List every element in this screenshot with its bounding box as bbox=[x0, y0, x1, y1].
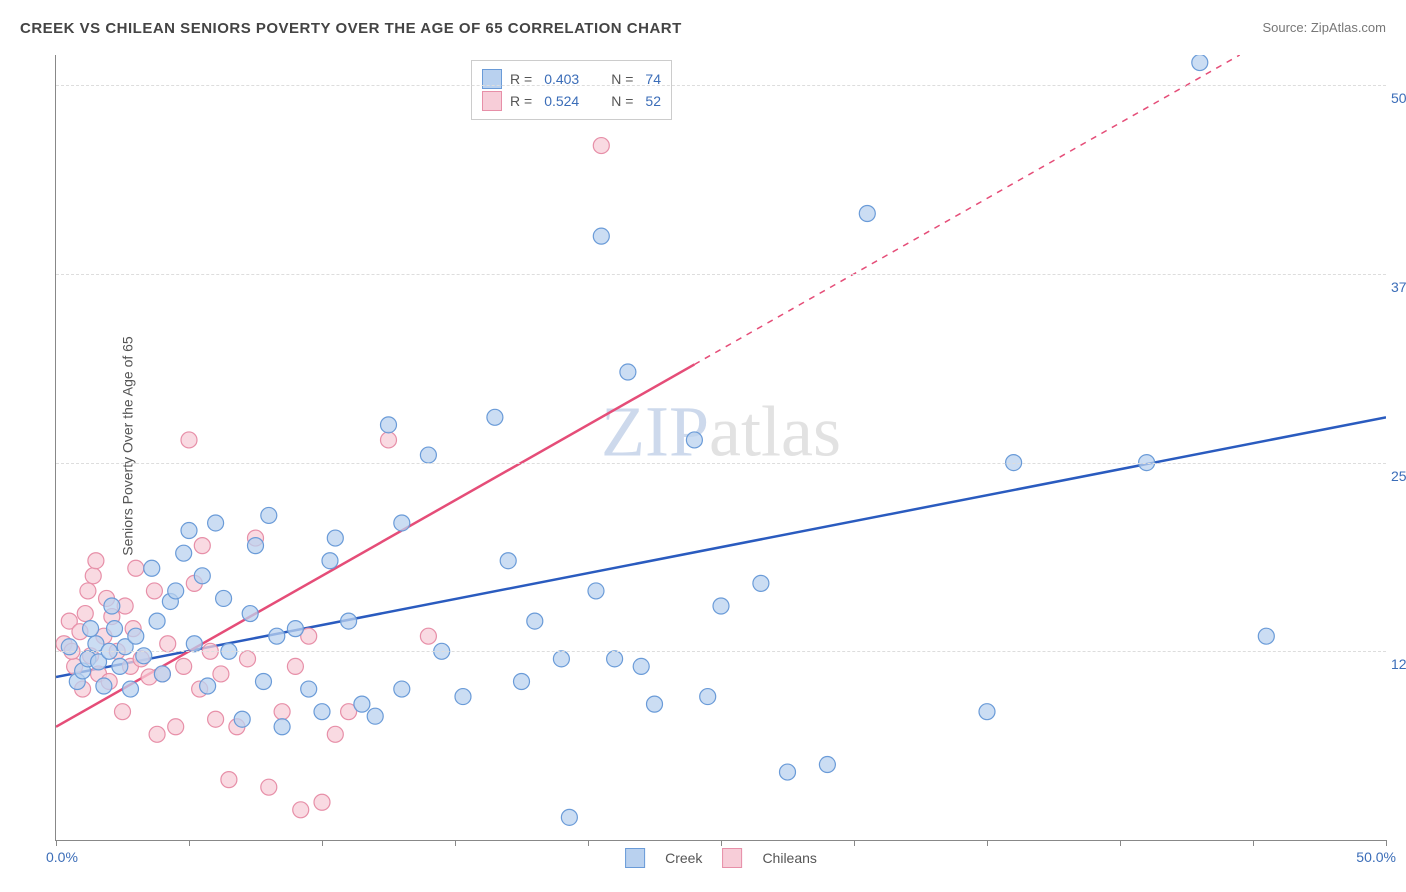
x-tick bbox=[588, 840, 589, 846]
x-tick bbox=[987, 840, 988, 846]
y-tick-label: 37.5% bbox=[1391, 279, 1406, 295]
legend-row: R = 0.524 N = 52 bbox=[482, 91, 661, 111]
source-name: ZipAtlas.com bbox=[1311, 20, 1386, 35]
chileans-legend-label: Chileans bbox=[762, 850, 816, 866]
creek-legend-label: Creek bbox=[665, 850, 702, 866]
source-attribution: Source: ZipAtlas.com bbox=[1262, 20, 1386, 35]
y-tick-label: 50.0% bbox=[1391, 90, 1406, 106]
gridline bbox=[56, 274, 1386, 275]
x-tick bbox=[189, 840, 190, 846]
legend-n-label: N = bbox=[611, 93, 633, 109]
chileans-swatch bbox=[722, 848, 742, 868]
x-tick bbox=[1253, 840, 1254, 846]
x-tick bbox=[721, 840, 722, 846]
chart-title: CREEK VS CHILEAN SENIORS POVERTY OVER TH… bbox=[20, 20, 682, 37]
x-max-label: 50.0% bbox=[1356, 849, 1396, 865]
gridline bbox=[56, 85, 1386, 86]
source-label: Source: bbox=[1262, 20, 1310, 35]
series-legend: Creek Chileans bbox=[625, 848, 817, 868]
watermark: ZIPatlas bbox=[601, 390, 841, 473]
y-tick-label: 25.0% bbox=[1391, 467, 1406, 483]
legend-n-value: 52 bbox=[645, 93, 661, 109]
watermark-atlas: atlas bbox=[709, 391, 841, 471]
creek-swatch bbox=[625, 848, 645, 868]
x-tick bbox=[455, 840, 456, 846]
gridline bbox=[56, 463, 1386, 464]
legend-r-value: 0.524 bbox=[544, 93, 579, 109]
stats-legend: R = 0.403N = 74R = 0.524N = 52 bbox=[471, 60, 672, 120]
gridline bbox=[56, 651, 1386, 652]
chart-container: CREEK VS CHILEAN SENIORS POVERTY OVER TH… bbox=[0, 0, 1406, 892]
watermark-zip: ZIP bbox=[601, 391, 709, 471]
y-tick-label: 12.5% bbox=[1391, 656, 1406, 672]
x-tick bbox=[854, 840, 855, 846]
x-tick bbox=[1120, 840, 1121, 846]
x-tick bbox=[1386, 840, 1387, 846]
x-tick bbox=[322, 840, 323, 846]
x-origin-label: 0.0% bbox=[46, 849, 78, 865]
plot-area: ZIPatlas 0.0% 50.0% R = 0.403N = 74R = 0… bbox=[55, 55, 1386, 841]
chart-svg bbox=[56, 55, 1386, 840]
legend-r-label: R = bbox=[510, 93, 532, 109]
x-tick bbox=[56, 840, 57, 846]
legend-swatch bbox=[482, 91, 502, 111]
